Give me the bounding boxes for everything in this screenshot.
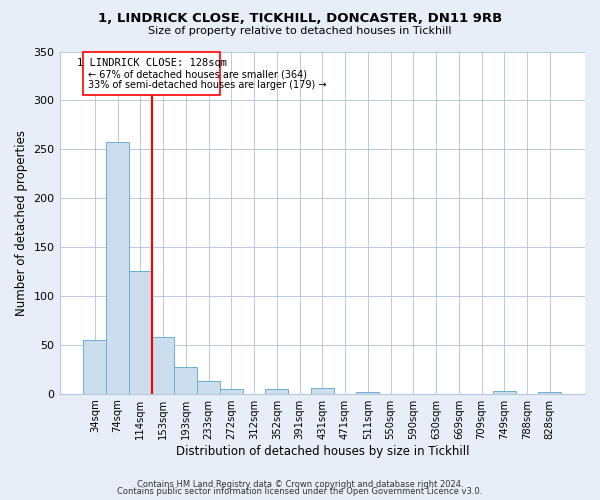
Text: ← 67% of detached houses are smaller (364): ← 67% of detached houses are smaller (36…: [88, 69, 307, 79]
Bar: [356, 392, 379, 394]
Bar: [197, 381, 220, 394]
Bar: [83, 340, 106, 394]
Bar: [175, 368, 197, 394]
Text: 1 LINDRICK CLOSE: 128sqm: 1 LINDRICK CLOSE: 128sqm: [77, 58, 227, 68]
FancyBboxPatch shape: [83, 52, 220, 96]
Text: Contains public sector information licensed under the Open Government Licence v3: Contains public sector information licen…: [118, 487, 482, 496]
Bar: [311, 388, 334, 394]
X-axis label: Distribution of detached houses by size in Tickhill: Distribution of detached houses by size …: [176, 444, 469, 458]
Text: Size of property relative to detached houses in Tickhill: Size of property relative to detached ho…: [148, 26, 452, 36]
Text: 33% of semi-detached houses are larger (179) →: 33% of semi-detached houses are larger (…: [88, 80, 326, 90]
Bar: [106, 142, 129, 394]
Bar: [265, 389, 288, 394]
Bar: [129, 270, 152, 394]
Bar: [538, 392, 561, 394]
Bar: [493, 391, 515, 394]
Bar: [220, 389, 242, 394]
Y-axis label: Number of detached properties: Number of detached properties: [15, 130, 28, 316]
Text: 1, LINDRICK CLOSE, TICKHILL, DONCASTER, DN11 9RB: 1, LINDRICK CLOSE, TICKHILL, DONCASTER, …: [98, 12, 502, 26]
Text: Contains HM Land Registry data © Crown copyright and database right 2024.: Contains HM Land Registry data © Crown c…: [137, 480, 463, 489]
Bar: [152, 337, 175, 394]
